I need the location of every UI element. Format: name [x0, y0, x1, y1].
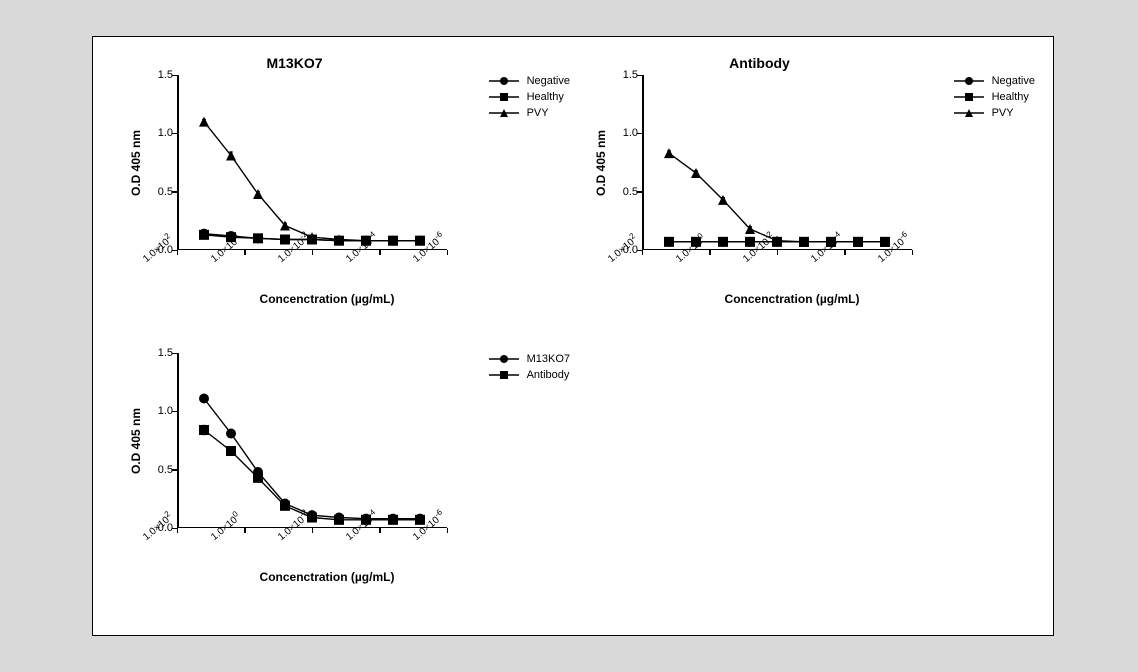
legend: Negative Healthy PVY: [952, 73, 1035, 121]
y-tick-label: 0.5: [158, 464, 173, 476]
legend-item: M13KO7: [487, 351, 570, 367]
y-axis-label: O.D 405 nm: [594, 129, 608, 195]
page-background: M13KO7 0.00.51.01.5O.D 405 nm1.0×1021.0×…: [4, 4, 1138, 668]
x-axis-label: Concenctration (µg/mL): [217, 570, 437, 584]
y-axis-label: O.D 405 nm: [129, 407, 143, 473]
legend-marker: [952, 91, 986, 103]
chart-svg: [642, 75, 912, 250]
legend-label: Healthy: [527, 91, 564, 103]
y-tick-label: 0.5: [158, 186, 173, 198]
legend-marker: [487, 369, 521, 381]
chart-svg: [177, 353, 447, 528]
legend: M13KO7 Antibody: [487, 351, 570, 383]
x-axis-label: Concenctration (µg/mL): [217, 292, 437, 306]
legend-marker: [952, 75, 986, 87]
legend-item: Antibody: [487, 367, 570, 383]
y-tick-label: 1.5: [158, 347, 173, 359]
legend-item: Negative: [487, 73, 570, 89]
legend-item: PVY: [487, 105, 570, 121]
legend-label: PVY: [992, 107, 1014, 119]
legend-label: Negative: [527, 75, 570, 87]
figure-frame: M13KO7 0.00.51.01.5O.D 405 nm1.0×1021.0×…: [92, 36, 1054, 636]
y-tick-label: 1.0: [158, 405, 173, 417]
legend-marker: [487, 75, 521, 87]
legend-item: Healthy: [952, 89, 1035, 105]
legend-marker: [487, 91, 521, 103]
panel-m13ko7: M13KO7 0.00.51.01.5O.D 405 nm1.0×1021.0×…: [117, 55, 572, 325]
legend-marker: [487, 107, 521, 119]
panel-antibody: Antibody 0.00.51.01.5O.D 405 nm1.0×1021.…: [582, 55, 1037, 325]
y-axis-label: O.D 405 nm: [129, 129, 143, 195]
legend: Negative Healthy PVY: [487, 73, 570, 121]
legend-item: Healthy: [487, 89, 570, 105]
panel-combined: 0.00.51.01.5O.D 405 nm1.0×1021.0×1001.0×…: [117, 333, 572, 603]
y-tick-label: 1.0: [623, 127, 638, 139]
chart-svg: [177, 75, 447, 250]
panel-empty: [582, 333, 1037, 603]
legend-label: M13KO7: [527, 353, 570, 365]
legend-item: PVY: [952, 105, 1035, 121]
legend-item: Negative: [952, 73, 1035, 89]
plot-area: 0.00.51.01.5O.D 405 nm1.0×1021.0×1001.0×…: [642, 75, 912, 250]
x-axis-label: Concenctration (µg/mL): [682, 292, 902, 306]
legend-marker: [487, 353, 521, 365]
y-tick-label: 0.5: [623, 186, 638, 198]
y-tick-label: 1.0: [158, 127, 173, 139]
legend-label: Healthy: [992, 91, 1029, 103]
y-tick-label: 1.5: [158, 69, 173, 81]
plot-area: 0.00.51.01.5O.D 405 nm1.0×1021.0×1001.0×…: [177, 353, 447, 528]
legend-label: PVY: [527, 107, 549, 119]
legend-label: Antibody: [527, 369, 570, 381]
y-tick-label: 1.5: [623, 69, 638, 81]
plot-area: 0.00.51.01.5O.D 405 nm1.0×1021.0×1001.0×…: [177, 75, 447, 250]
legend-label: Negative: [992, 75, 1035, 87]
legend-marker: [952, 107, 986, 119]
panel-grid: M13KO7 0.00.51.01.5O.D 405 nm1.0×1021.0×…: [117, 55, 1029, 603]
